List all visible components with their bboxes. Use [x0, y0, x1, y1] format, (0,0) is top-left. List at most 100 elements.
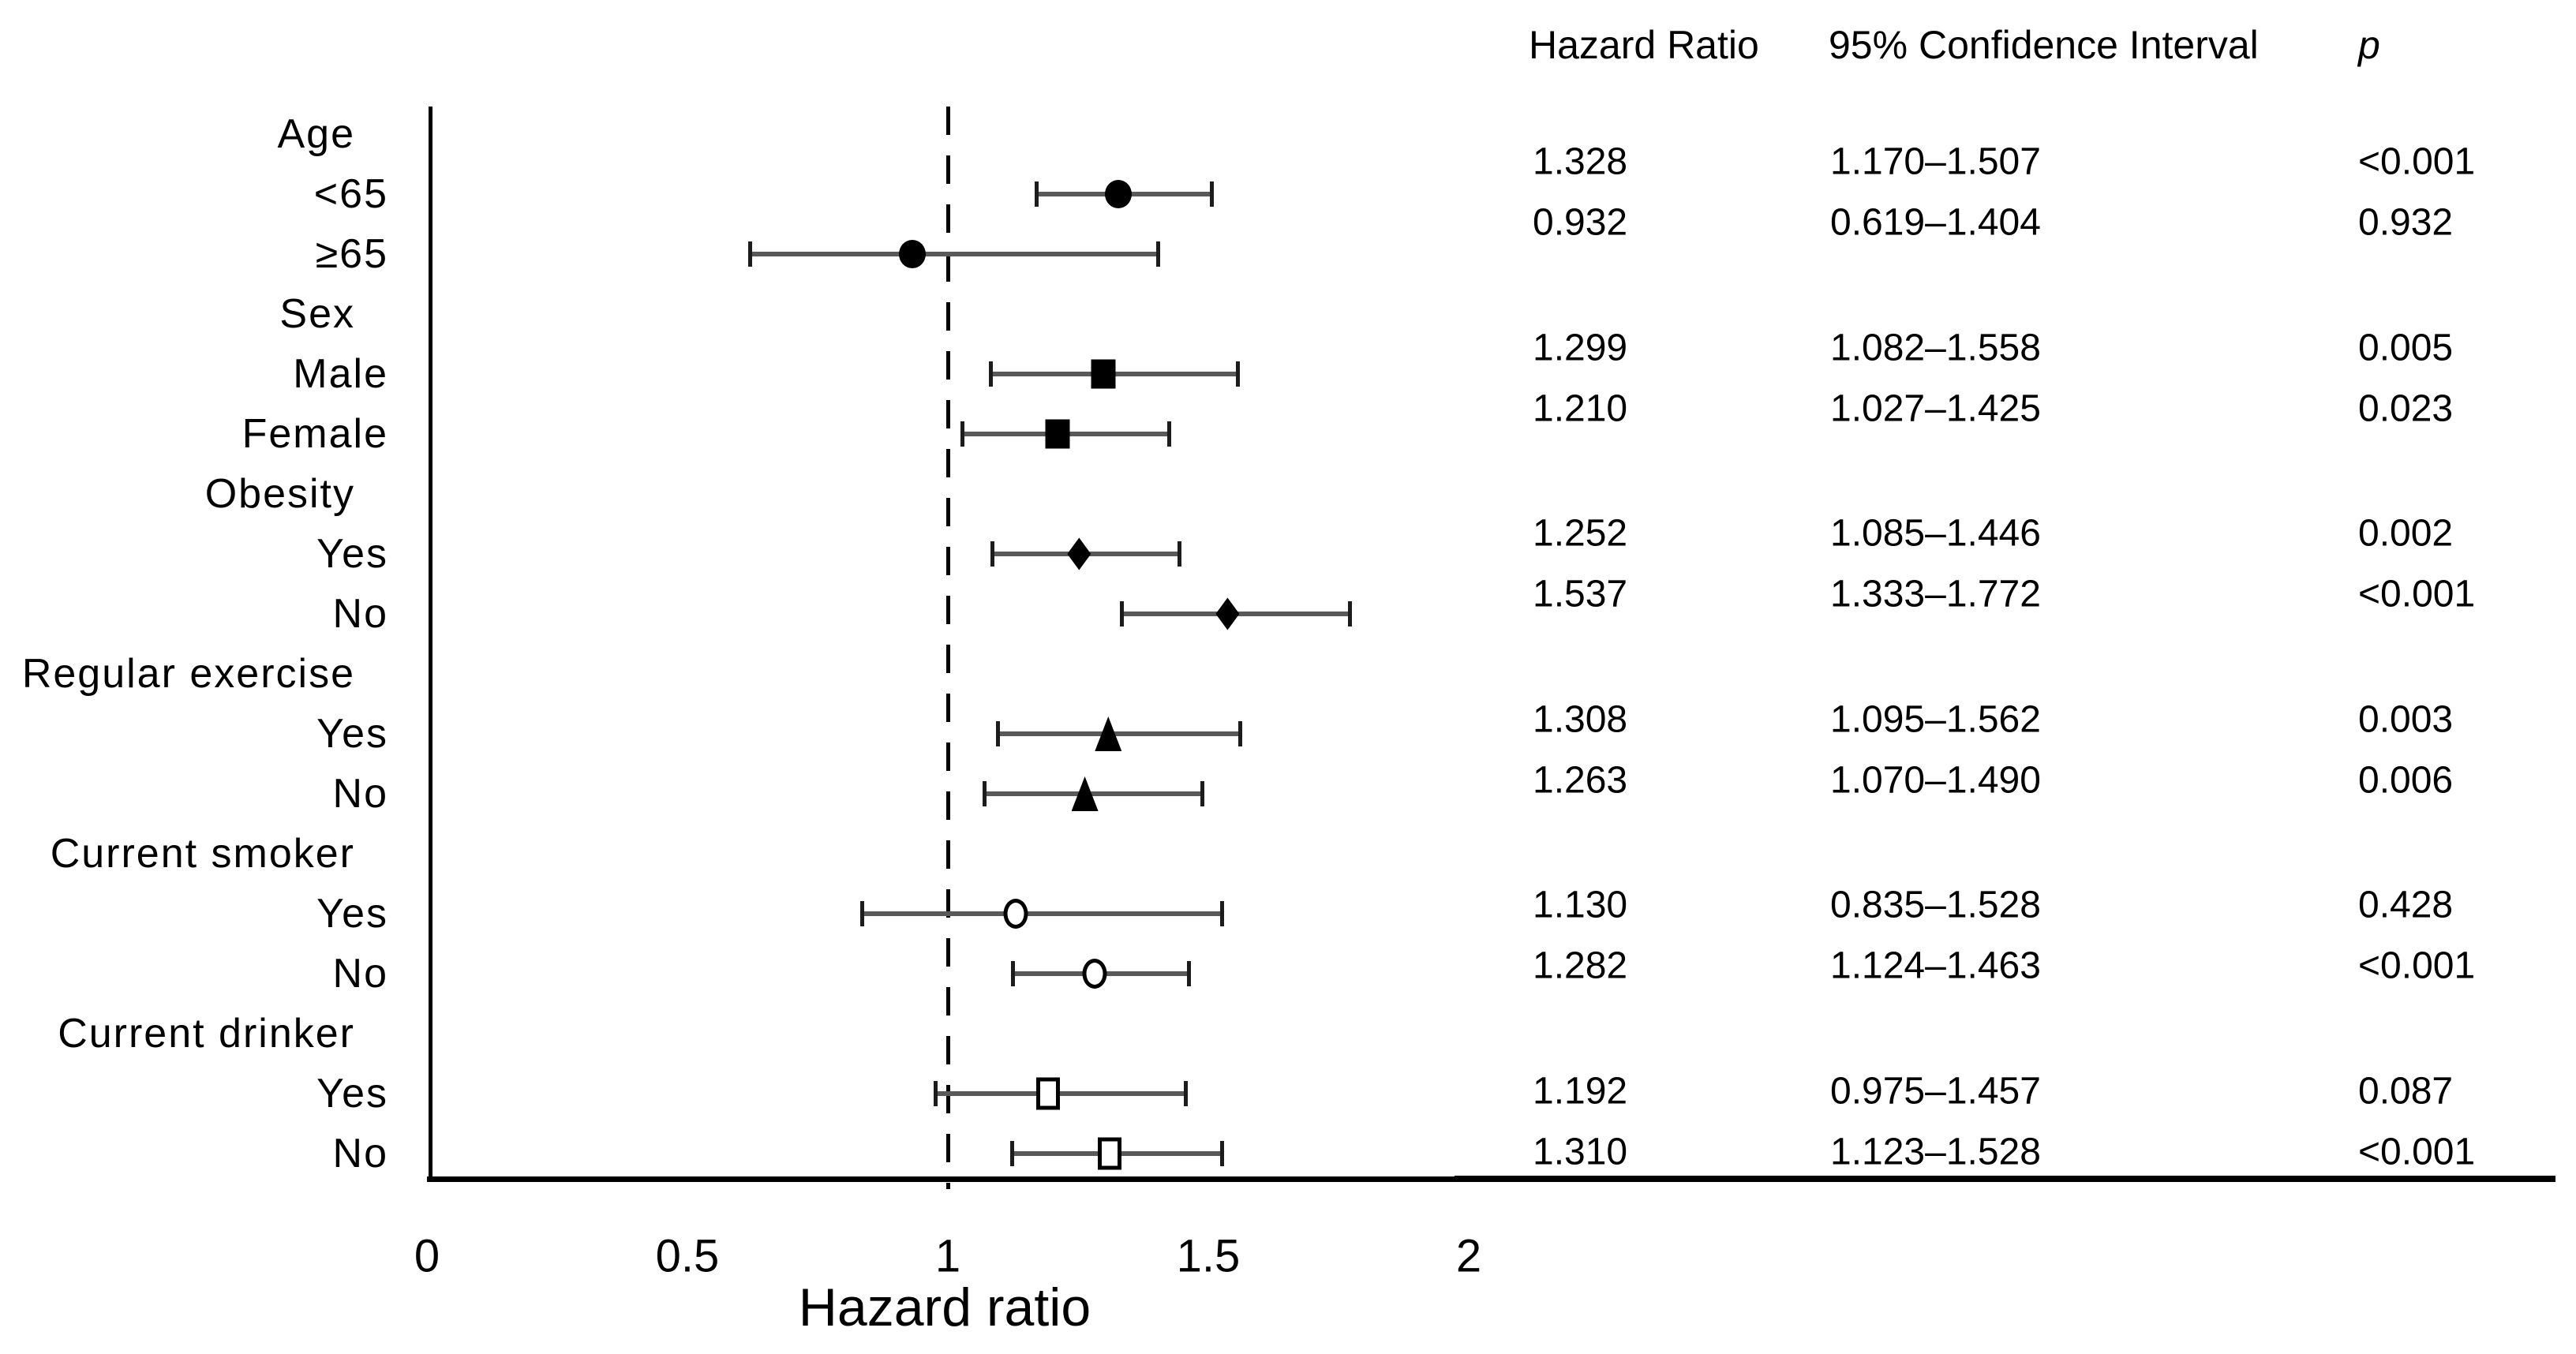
p-value: <0.001: [2358, 140, 2476, 183]
item-label: Male: [293, 351, 388, 397]
confidence-interval-value: 0.975–1.457: [1830, 1070, 2041, 1112]
square-open-marker: [1035, 1077, 1060, 1110]
hazard-ratio-value: 1.210: [1533, 387, 1628, 429]
ci-cap-right: [1209, 181, 1214, 207]
x-axis-title: Hazard ratio: [798, 1277, 1091, 1337]
item-label: No: [332, 591, 388, 637]
p-value: 0.428: [2358, 884, 2454, 926]
p-value: 0.087: [2358, 1070, 2454, 1112]
hazard-ratio-value: 1.308: [1533, 698, 1628, 740]
ci-cap-right: [1237, 721, 1242, 746]
ci-cap-left: [995, 721, 1000, 746]
ci-bar: [984, 791, 1204, 796]
item-label: <65: [313, 171, 388, 217]
confidence-interval-value: 0.835–1.528: [1830, 884, 2041, 926]
group-label: Current smoker: [50, 831, 355, 877]
x-tick-label: 1: [934, 1230, 961, 1282]
confidence-interval-value: 1.095–1.562: [1830, 698, 2041, 740]
ci-cap-right: [1166, 421, 1171, 447]
ci-cap-left: [1010, 961, 1015, 986]
hazard-ratio-value: 1.328: [1533, 140, 1628, 183]
ci-bar: [862, 911, 1223, 916]
p-value: 0.003: [2358, 698, 2454, 740]
confidence-interval-value: 1.085–1.446: [1830, 512, 2041, 555]
circle-filled-marker: [899, 240, 927, 268]
hazard-ratio-value: 0.932: [1533, 201, 1628, 244]
item-label: Yes: [316, 711, 388, 757]
ci-cap-left: [860, 901, 865, 926]
ci-cap-right: [1186, 961, 1191, 986]
ci-cap-left: [983, 781, 987, 806]
ci-cap-right: [1200, 781, 1205, 806]
ci-cap-right: [1220, 1141, 1225, 1166]
item-label: No: [332, 1131, 388, 1176]
hazard-ratio-value: 1.252: [1533, 512, 1628, 555]
item-label: No: [332, 951, 388, 997]
ci-bar: [749, 252, 1159, 256]
x-tick-label: 2: [1455, 1230, 1482, 1282]
diamond-filled-marker: [1215, 597, 1240, 630]
item-label: Female: [242, 411, 388, 457]
confidence-interval-value: 1.027–1.425: [1830, 387, 2041, 429]
x-axis-line: [427, 1176, 1485, 1182]
y-axis-line: [429, 107, 432, 1176]
ci-cap-left: [990, 541, 995, 567]
item-label: Yes: [316, 531, 388, 577]
confidence-interval-value: 1.333–1.772: [1830, 573, 2041, 615]
p-value: 0.005: [2358, 327, 2454, 368]
confidence-interval-value: 1.124–1.463: [1830, 944, 2041, 987]
table-bottom-rule: [1455, 1176, 2555, 1182]
circle-open-marker: [1082, 959, 1107, 989]
ci-cap-left: [1119, 601, 1124, 627]
ci-bar: [934, 1091, 1186, 1096]
group-label: Obesity: [204, 471, 355, 517]
item-label: Yes: [316, 1071, 388, 1116]
item-label: No: [332, 771, 388, 817]
ci-cap-left: [933, 1081, 938, 1106]
column-header-p: p: [2358, 23, 2380, 67]
confidence-interval-value: 0.619–1.404: [1830, 201, 2041, 244]
x-tick-label: 0.5: [655, 1230, 720, 1282]
ci-cap-right: [1220, 901, 1225, 926]
hazard-ratio-value: 1.310: [1533, 1131, 1628, 1173]
ci-cap-right: [1155, 241, 1160, 267]
column-header-confidence-interval: 95% Confidence Interval: [1829, 23, 2259, 67]
group-label: Current drinker: [58, 1011, 355, 1057]
ci-cap-right: [1178, 541, 1182, 567]
ci-bar: [997, 731, 1241, 736]
p-value: 0.002: [2358, 512, 2454, 555]
hazard-ratio-value: 1.263: [1533, 759, 1628, 801]
group-label: Regular exercise: [21, 651, 355, 697]
group-label: Sex: [279, 291, 355, 337]
hazard-ratio-value: 1.299: [1533, 327, 1628, 368]
hazard-ratio-value: 1.537: [1533, 573, 1628, 615]
p-value: 0.023: [2358, 387, 2454, 429]
p-value: 0.006: [2358, 759, 2454, 801]
diamond-filled-marker: [1067, 537, 1091, 570]
ci-cap-left: [989, 361, 994, 387]
ci-cap-right: [1236, 361, 1241, 387]
p-value: 0.932: [2358, 201, 2454, 244]
ci-cap-left: [960, 421, 964, 447]
hazard-ratio-value: 1.282: [1533, 944, 1628, 987]
p-value: <0.001: [2358, 573, 2476, 615]
square-filled-marker: [1045, 419, 1070, 449]
item-label: ≥65: [315, 231, 388, 277]
p-value: <0.001: [2358, 944, 2476, 987]
circle-filled-marker: [1105, 180, 1133, 208]
ci-cap-left: [1010, 1141, 1015, 1166]
column-header-hazard-ratio: Hazard Ratio: [1529, 23, 1759, 67]
ci-cap-right: [1183, 1081, 1188, 1106]
square-open-marker: [1097, 1137, 1121, 1170]
p-value: <0.001: [2358, 1131, 2476, 1173]
x-tick-label: 1.5: [1176, 1230, 1241, 1282]
item-label: Yes: [316, 891, 388, 937]
x-tick-label: 0: [414, 1230, 440, 1282]
confidence-interval-value: 1.123–1.528: [1830, 1131, 2041, 1173]
hazard-ratio-value: 1.192: [1533, 1070, 1628, 1112]
confidence-interval-value: 1.170–1.507: [1830, 140, 2041, 183]
square-filled-marker: [1091, 359, 1116, 389]
hazard-ratio-value: 1.130: [1533, 884, 1628, 926]
ci-cap-left: [1035, 181, 1039, 207]
